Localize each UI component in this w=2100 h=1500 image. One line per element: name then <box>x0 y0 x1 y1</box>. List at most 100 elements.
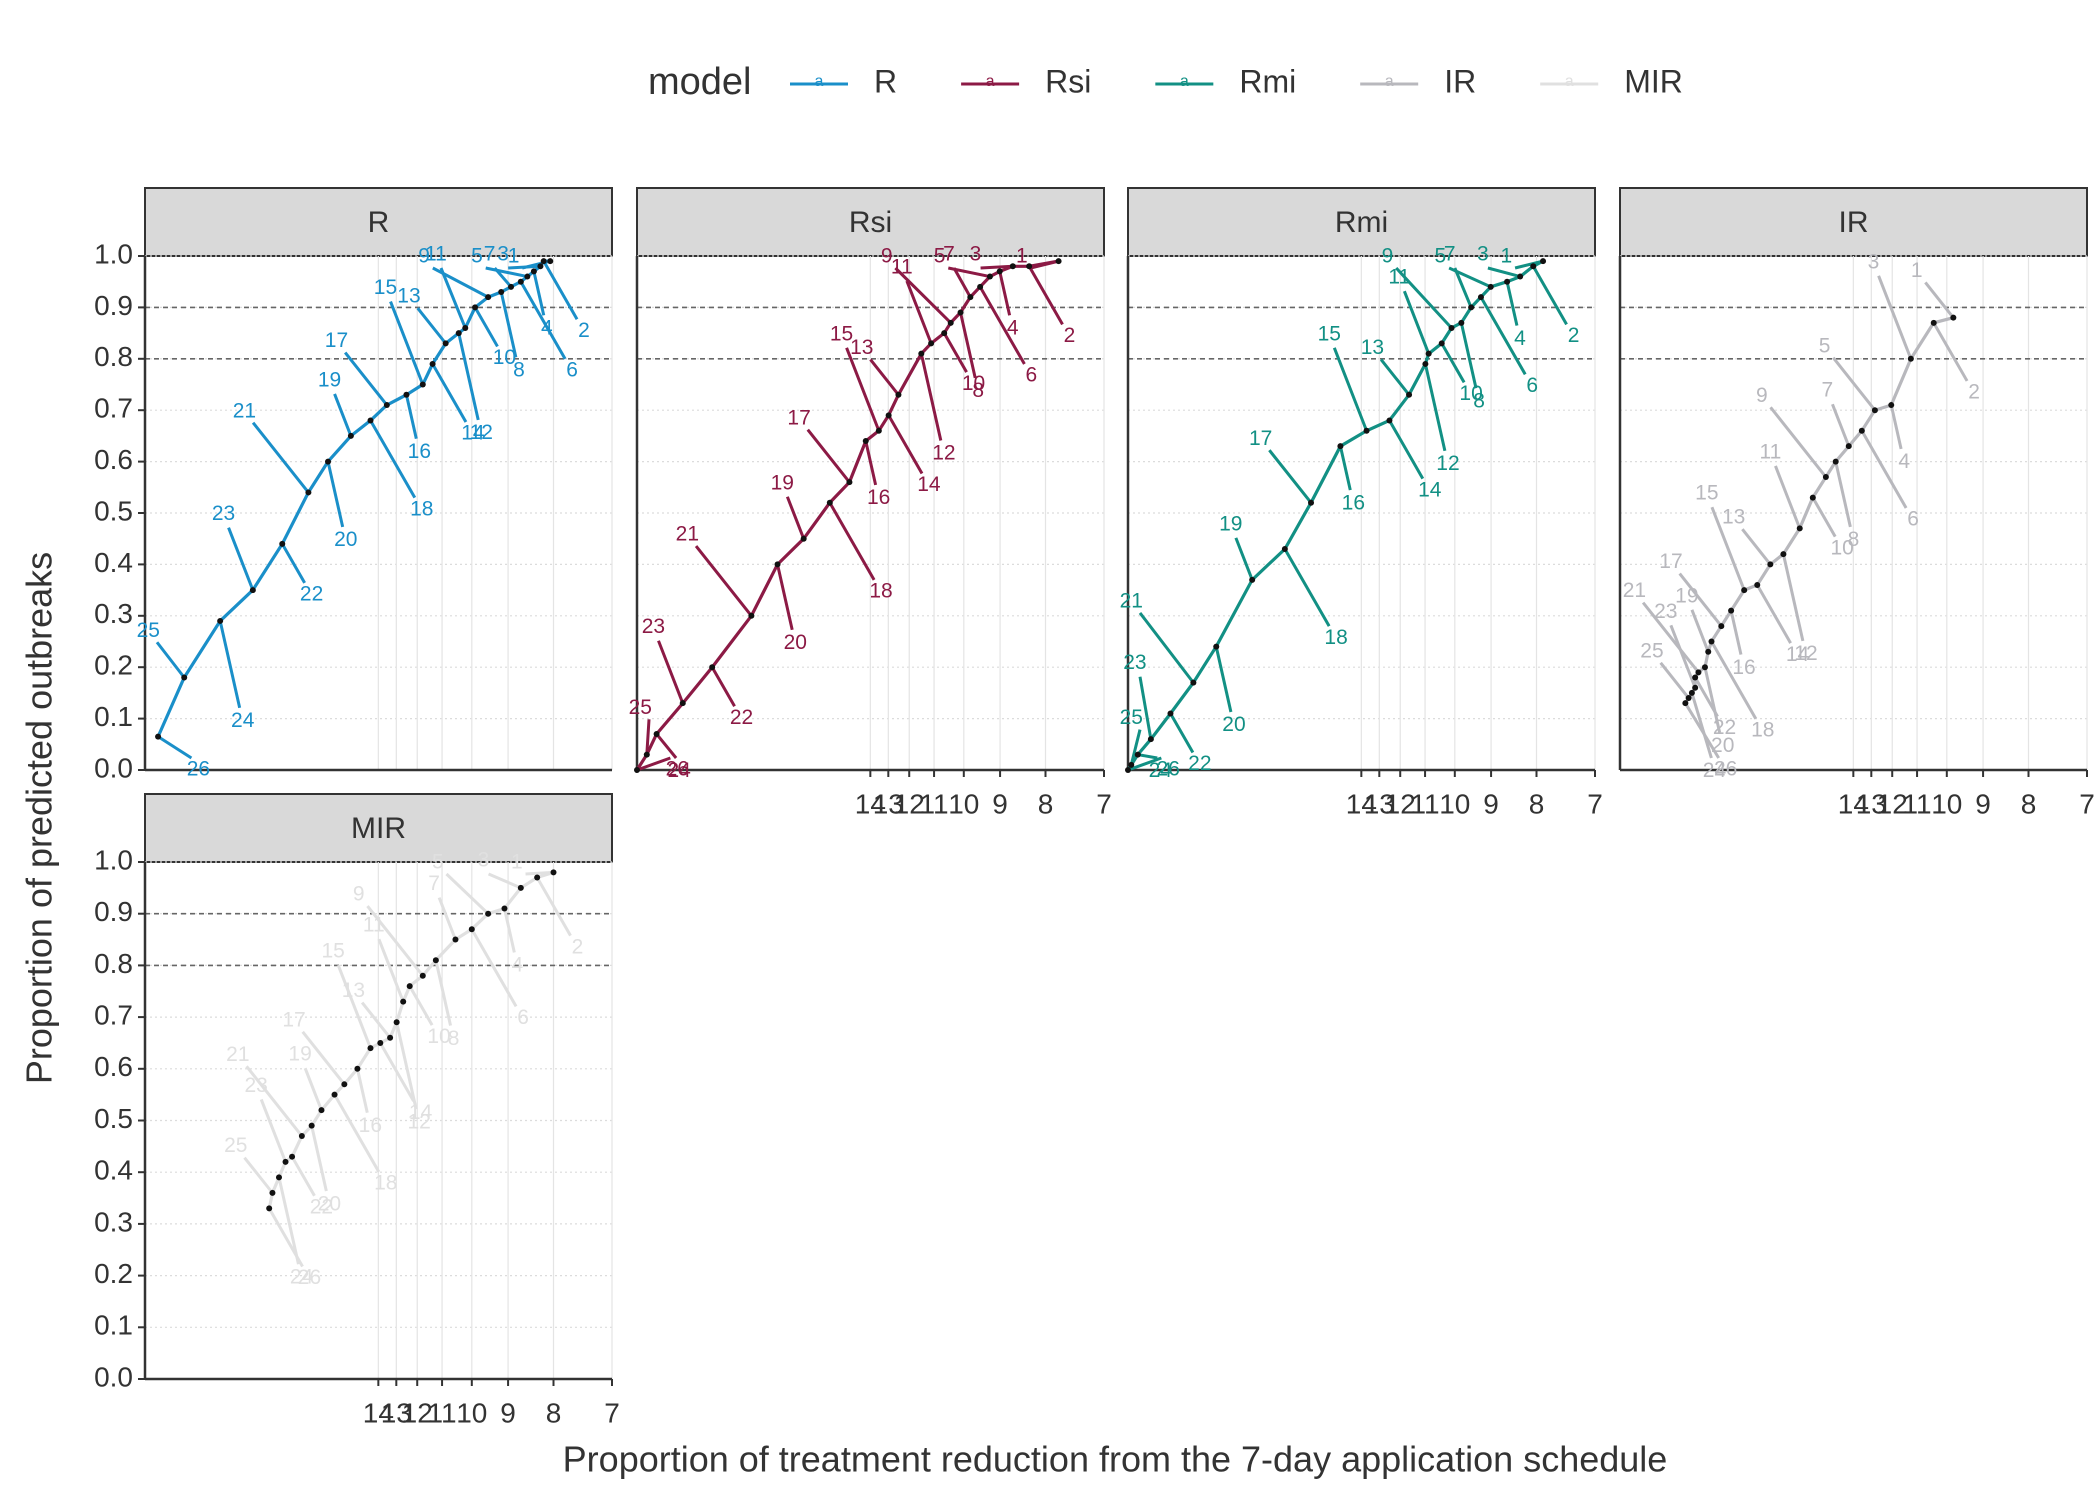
point-label: 10 <box>962 372 985 395</box>
y-tick-label: 0.7 <box>94 999 133 1030</box>
point-label: 18 <box>410 497 433 520</box>
point-label: 4 <box>1898 450 1910 473</box>
data-point <box>1422 360 1429 367</box>
point-label: 19 <box>771 471 794 494</box>
leader-line <box>952 267 972 298</box>
leader-line <box>416 307 447 345</box>
point-label: 3 <box>497 242 509 265</box>
point-label: 15 <box>1695 482 1718 505</box>
data-point <box>455 330 462 337</box>
data-point <box>318 1107 325 1114</box>
leader-line <box>487 872 522 890</box>
leader-line <box>157 735 193 760</box>
data-point <box>266 1205 273 1212</box>
leader-line <box>485 266 528 279</box>
point-label: 21 <box>1120 589 1143 612</box>
leader-line <box>1781 553 1805 642</box>
x-tick-label: 14 <box>1838 788 1869 819</box>
strip <box>144 793 613 863</box>
strip <box>636 187 1105 257</box>
data-point <box>1249 576 1256 583</box>
point-label: 18 <box>869 580 892 603</box>
leader-line <box>1693 676 1719 718</box>
data-point <box>1125 767 1131 773</box>
point-label: 21 <box>233 399 256 422</box>
data-point <box>1308 499 1315 506</box>
leader-line <box>333 393 353 437</box>
leader-line <box>1659 661 1690 699</box>
point-label: 15 <box>321 940 344 963</box>
data-point <box>534 874 541 881</box>
point-label: 6 <box>1026 364 1038 387</box>
data-point <box>1728 607 1735 614</box>
x-tick-label: 13 <box>1364 788 1395 819</box>
point-label: 19 <box>1675 584 1698 607</box>
leader-line <box>1395 266 1453 329</box>
point-label: 25 <box>1640 639 1663 662</box>
data-point <box>1540 258 1547 265</box>
leader-line <box>519 280 567 360</box>
point-label: 11 <box>891 255 913 278</box>
point-label: 7 <box>943 242 955 265</box>
legend-title: model <box>648 61 752 103</box>
point-label: 17 <box>1249 427 1272 450</box>
leader-line <box>1710 506 1746 591</box>
y-tick-label: 0.2 <box>94 1258 133 1289</box>
point-label: 6 <box>1526 374 1538 397</box>
data-point <box>748 612 755 619</box>
data-point <box>875 427 882 434</box>
point-label: 3 <box>1477 242 1489 265</box>
point-label: 11 <box>425 242 447 265</box>
strip-label: R <box>368 206 390 239</box>
strip <box>1619 187 2088 257</box>
leader-line <box>389 301 425 386</box>
point-label: 4 <box>1514 327 1526 350</box>
point-label: 15 <box>374 276 397 299</box>
leader-line <box>1641 601 1700 674</box>
data-point <box>354 1065 361 1072</box>
data-point <box>977 283 984 290</box>
leader-line <box>290 1155 316 1197</box>
point-label: 23 <box>1123 651 1146 674</box>
leader-line <box>243 1156 274 1194</box>
data-point <box>367 1045 374 1052</box>
leader-line <box>776 564 794 631</box>
leader-line <box>1769 406 1828 478</box>
point-label: 14 <box>461 422 485 445</box>
leader-line <box>1703 666 1722 733</box>
leader-line <box>431 363 468 423</box>
data-point <box>1688 689 1695 696</box>
point-label: 12 <box>470 421 493 444</box>
leader-line <box>344 351 389 406</box>
point-label: 1 <box>511 851 523 874</box>
x-tick-label: 8 <box>2021 788 2037 819</box>
data-point <box>1477 294 1484 301</box>
data-point <box>498 288 505 295</box>
data-point <box>1871 407 1878 414</box>
data-point <box>517 278 524 285</box>
data-point <box>403 391 410 398</box>
point-label: 6 <box>566 359 578 382</box>
point-label: 9 <box>1756 384 1768 407</box>
data-point <box>1822 474 1829 481</box>
data-point <box>1281 545 1288 552</box>
y-tick-label: 0.5 <box>94 1103 133 1134</box>
x-tick-label: 12 <box>1877 788 1908 819</box>
leader-line <box>1332 347 1368 432</box>
data-point <box>331 1091 338 1098</box>
data-point <box>1701 664 1708 671</box>
data-point <box>517 884 524 891</box>
leader-line <box>1479 296 1527 376</box>
data-point <box>1386 417 1393 424</box>
point-label: 25 <box>224 1134 247 1157</box>
point-label: 20 <box>334 528 357 551</box>
leader-line <box>470 928 518 1008</box>
data-point <box>1026 263 1033 270</box>
data-point <box>181 674 188 681</box>
point-label: 16 <box>1732 656 1755 679</box>
data-point <box>1767 561 1774 568</box>
point-label: 17 <box>282 1008 305 1031</box>
data-point <box>1530 263 1537 270</box>
